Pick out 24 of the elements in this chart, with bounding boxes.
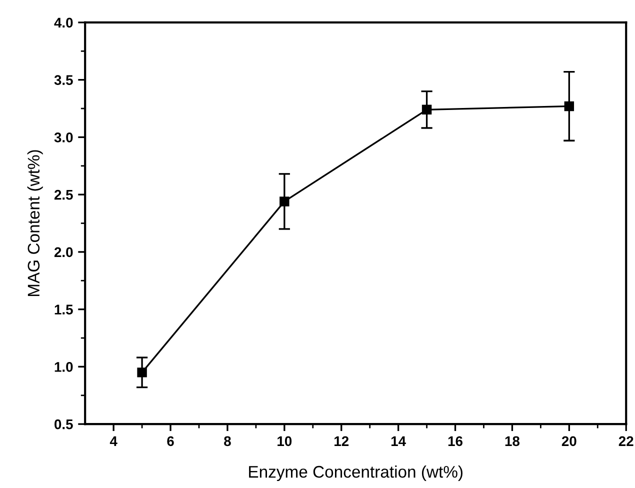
y-tick-label: 2.5 xyxy=(54,190,73,200)
y-tick-label: 3.5 xyxy=(54,75,73,86)
x-tick-label: 16 xyxy=(448,436,462,446)
y-tick-label: 0.5 xyxy=(54,419,73,430)
x-tick-label: 14 xyxy=(391,436,406,446)
x-tick-label: 8 xyxy=(224,436,231,446)
x-tick-label: 4 xyxy=(110,436,118,446)
y-tick-label: 1.5 xyxy=(54,304,73,314)
y-axis-title: MAG Content (wt%) xyxy=(27,150,43,296)
x-tick-label: 22 xyxy=(618,436,634,446)
y-tick-label: 4.0 xyxy=(54,18,73,28)
point xyxy=(137,368,147,378)
point xyxy=(422,104,432,115)
x-tick-label: 18 xyxy=(505,436,520,446)
y-tick-label: 1.0 xyxy=(54,362,73,372)
point xyxy=(280,196,290,206)
point xyxy=(564,101,574,112)
x-axis-title: Enzyme Concentration (wt%) xyxy=(249,465,462,482)
y-tick-label: 2.0 xyxy=(54,247,73,258)
x-tick-label: 20 xyxy=(562,436,576,446)
y-tick-label: 3.0 xyxy=(54,132,73,142)
x-tick-label: 10 xyxy=(278,436,292,446)
x-tick-label: 12 xyxy=(334,436,349,446)
x-tick-label: 6 xyxy=(167,436,174,446)
